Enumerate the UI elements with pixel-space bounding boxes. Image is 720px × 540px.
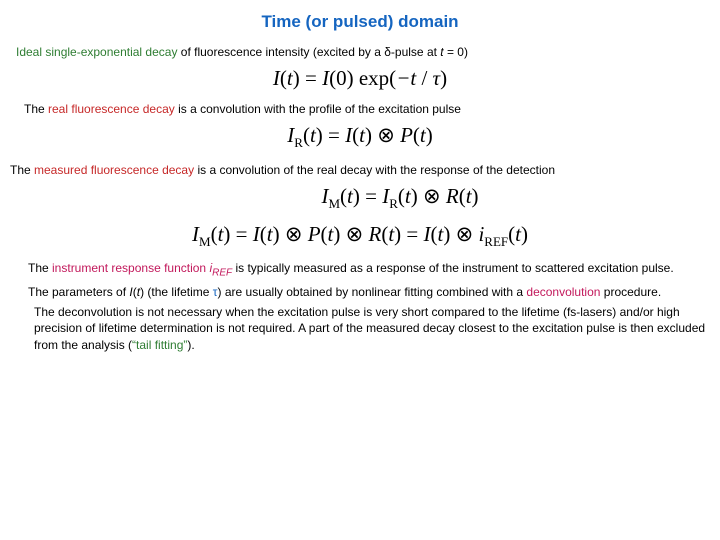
para3-b: is a convolution of the real decay with … [194, 163, 555, 177]
para4-c: is typically measured as a response of t… [232, 261, 674, 275]
hl-measured-decay: measured fluorescence decay [34, 163, 194, 177]
slide-title: Time (or pulsed) domain [10, 12, 710, 32]
hl-deconvolution: deconvolution [526, 285, 600, 299]
delta-symbol: δ [384, 45, 391, 59]
equation-measured-decay: IM(t) = IR(t) ⊗ R(t) [10, 184, 710, 212]
hl-ideal-decay: Ideal single-exponential decay [16, 45, 177, 59]
para-real-decay: The real fluorescence decay is a convolu… [10, 101, 710, 117]
para-measured-decay: The measured fluorescence decay is a con… [10, 162, 710, 178]
para5-a: The parameters of [28, 285, 129, 299]
para4-a: The [28, 261, 52, 275]
iref-symbol: iREF [209, 261, 232, 275]
hl-tail-fitting: “tail fitting” [132, 338, 187, 352]
para2-a: The [24, 102, 48, 116]
equation-ideal-decay: I(t) = I(0) exp(−t / τ) [10, 66, 710, 91]
para1-text-a: of fluorescence intensity (excited by a [177, 45, 384, 59]
I-symbol: I [129, 285, 132, 299]
para-irf: The instrument response function iREF is… [10, 260, 710, 280]
t-symbol-2: t [137, 285, 140, 299]
para5-c: ) are usually obtained by nonlinear fitt… [218, 285, 527, 299]
para2-b: is a convolution with the profile of the… [175, 102, 461, 116]
para1-text-c: = 0) [444, 45, 468, 59]
para-tail-fitting: The deconvolution is not necessary when … [10, 304, 710, 353]
hl-irf: instrument response function [52, 261, 206, 275]
para1-text-b: -pulse at [391, 45, 440, 59]
para-fitting: The parameters of I(t) (the lifetime τ) … [10, 284, 710, 300]
para-ideal-decay: Ideal single-exponential decay of fluore… [10, 44, 710, 60]
hl-real-decay: real fluorescence decay [48, 102, 175, 116]
slide-page: Time (or pulsed) domain Ideal single-exp… [0, 0, 720, 365]
equation-real-decay: IR(t) = I(t) ⊗ P(t) [10, 123, 710, 151]
para5-d: procedure. [600, 285, 661, 299]
para5-b: (the lifetime [144, 285, 213, 299]
para6-b: ). [187, 338, 194, 352]
equation-full-convolution: IM(t) = I(t) ⊗ P(t) ⊗ R(t) = I(t) ⊗ iREF… [10, 222, 710, 250]
para3-a: The [10, 163, 34, 177]
